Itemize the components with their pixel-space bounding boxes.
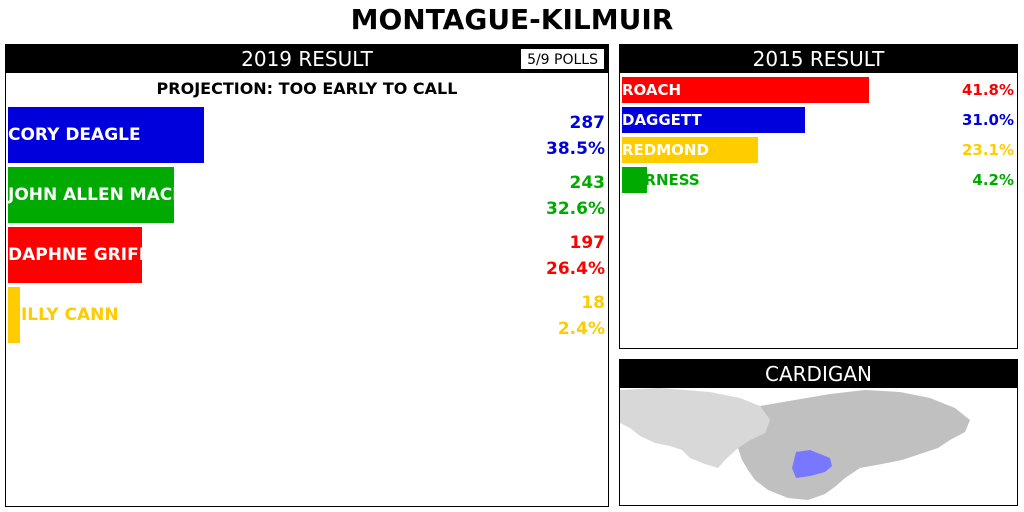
- candidate-bar: [8, 167, 174, 223]
- candidate-row: BILLY CANN 18 2.4%: [6, 287, 608, 345]
- candidate-votes: 197: [569, 233, 606, 253]
- previous-candidate-percent: 23.1%: [961, 141, 1014, 159]
- polls-reporting-badge: 5/9 POLLS: [520, 48, 605, 70]
- candidate-bar: [8, 287, 20, 343]
- region-header: CARDIGAN: [620, 360, 1017, 388]
- candidate-name: BILLY CANN: [8, 305, 119, 325]
- previous-candidate-row: DAGGETT 31.0%: [620, 107, 1017, 135]
- candidate-name: CORY DEAGLE: [8, 125, 141, 145]
- candidate-percent: 26.4%: [546, 259, 605, 279]
- region-map-panel: CARDIGAN: [619, 359, 1018, 506]
- candidate-bar: [8, 227, 142, 283]
- previous-candidate-bar: [622, 167, 647, 193]
- region-map: [620, 388, 970, 500]
- candidate-votes: 18: [581, 293, 605, 313]
- region-land: [738, 390, 970, 500]
- candidate-row: DAPHNE GRIFFIN 197 26.4%: [6, 227, 608, 285]
- candidate-votes: 287: [569, 113, 606, 133]
- previous-candidate-name: DAGGETT: [622, 111, 702, 129]
- previous-candidate-row: ROACH 41.8%: [620, 77, 1017, 105]
- candidate-percent: 32.6%: [546, 199, 605, 219]
- current-result-title: 2019 RESULT: [241, 47, 373, 71]
- other-region-land: [620, 388, 770, 468]
- previous-candidate-bar: [622, 137, 758, 163]
- previous-result-panel: 2015 RESULT ROACH 41.8% DAGGETT 31.0% RE…: [619, 44, 1018, 349]
- previous-candidate-percent: 41.8%: [961, 81, 1014, 99]
- previous-candidate-row: REDMOND 23.1%: [620, 137, 1017, 165]
- previous-candidate-row: FURNESS 4.2%: [620, 167, 1017, 195]
- candidate-votes: 243: [569, 173, 606, 193]
- previous-candidate-name: ROACH: [622, 81, 682, 99]
- page-title: MONTAGUE-KILMUIR: [350, 3, 674, 36]
- candidate-row: JOHN ALLEN MACLEAN 243 32.6%: [6, 167, 608, 225]
- previous-candidate-bar: [622, 77, 869, 103]
- previous-candidate-name: REDMOND: [622, 141, 709, 159]
- previous-candidate-percent: 4.2%: [972, 171, 1014, 189]
- current-result-panel: 2019 RESULT 5/9 POLLS PROJECTION: TOO EA…: [5, 44, 609, 507]
- previous-candidate-percent: 31.0%: [961, 111, 1014, 129]
- previous-result-header: 2015 RESULT: [620, 45, 1017, 73]
- electoral-district: [792, 450, 832, 478]
- candidate-name: JOHN ALLEN MACLEAN: [8, 185, 223, 205]
- current-result-header: 2019 RESULT 5/9 POLLS: [6, 45, 608, 73]
- candidate-percent: 2.4%: [557, 319, 605, 339]
- previous-candidate-bar: [622, 107, 805, 133]
- candidate-bar: [8, 107, 204, 163]
- previous-candidate-name: FURNESS: [622, 171, 700, 189]
- candidate-name: DAPHNE GRIFFIN: [8, 245, 171, 265]
- candidate-row: CORY DEAGLE 287 38.5%: [6, 107, 608, 165]
- candidate-percent: 38.5%: [546, 139, 605, 159]
- projection-status: PROJECTION: TOO EARLY TO CALL: [156, 79, 458, 98]
